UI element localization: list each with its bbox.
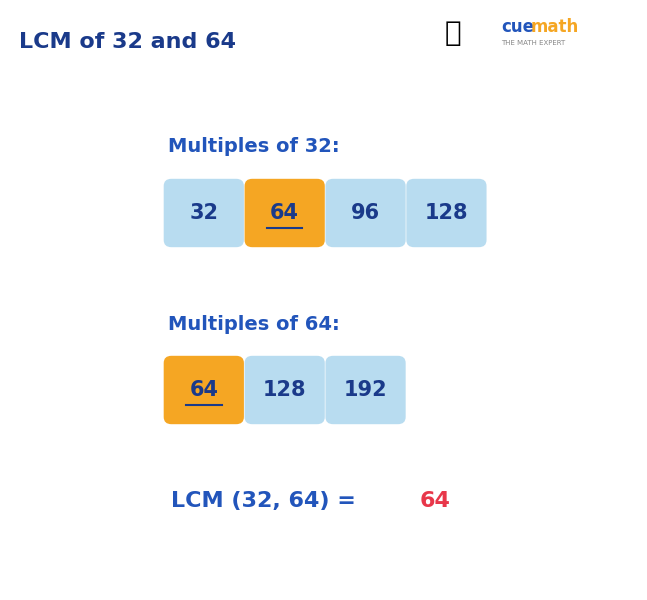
FancyBboxPatch shape <box>164 179 244 247</box>
Text: 64: 64 <box>270 203 299 223</box>
Text: 64: 64 <box>190 380 218 400</box>
FancyBboxPatch shape <box>245 179 325 247</box>
Text: 32: 32 <box>190 203 218 223</box>
Text: 96: 96 <box>351 203 380 223</box>
FancyBboxPatch shape <box>406 179 487 247</box>
Text: THE MATH EXPERT: THE MATH EXPERT <box>501 40 565 46</box>
FancyBboxPatch shape <box>164 356 244 424</box>
Text: math: math <box>531 18 579 36</box>
Text: 64: 64 <box>420 491 451 511</box>
FancyBboxPatch shape <box>245 356 325 424</box>
Text: Multiples of 32:: Multiples of 32: <box>168 137 340 157</box>
Text: LCM of 32 and 64: LCM of 32 and 64 <box>19 32 236 52</box>
FancyBboxPatch shape <box>325 179 406 247</box>
Text: cue: cue <box>501 18 534 36</box>
Text: 128: 128 <box>263 380 307 400</box>
Text: 🚀: 🚀 <box>444 19 461 47</box>
Text: Multiples of 64:: Multiples of 64: <box>168 314 340 334</box>
Text: 192: 192 <box>344 380 388 400</box>
Text: LCM (32, 64) =: LCM (32, 64) = <box>171 491 364 511</box>
Text: 128: 128 <box>424 203 468 223</box>
FancyBboxPatch shape <box>325 356 406 424</box>
